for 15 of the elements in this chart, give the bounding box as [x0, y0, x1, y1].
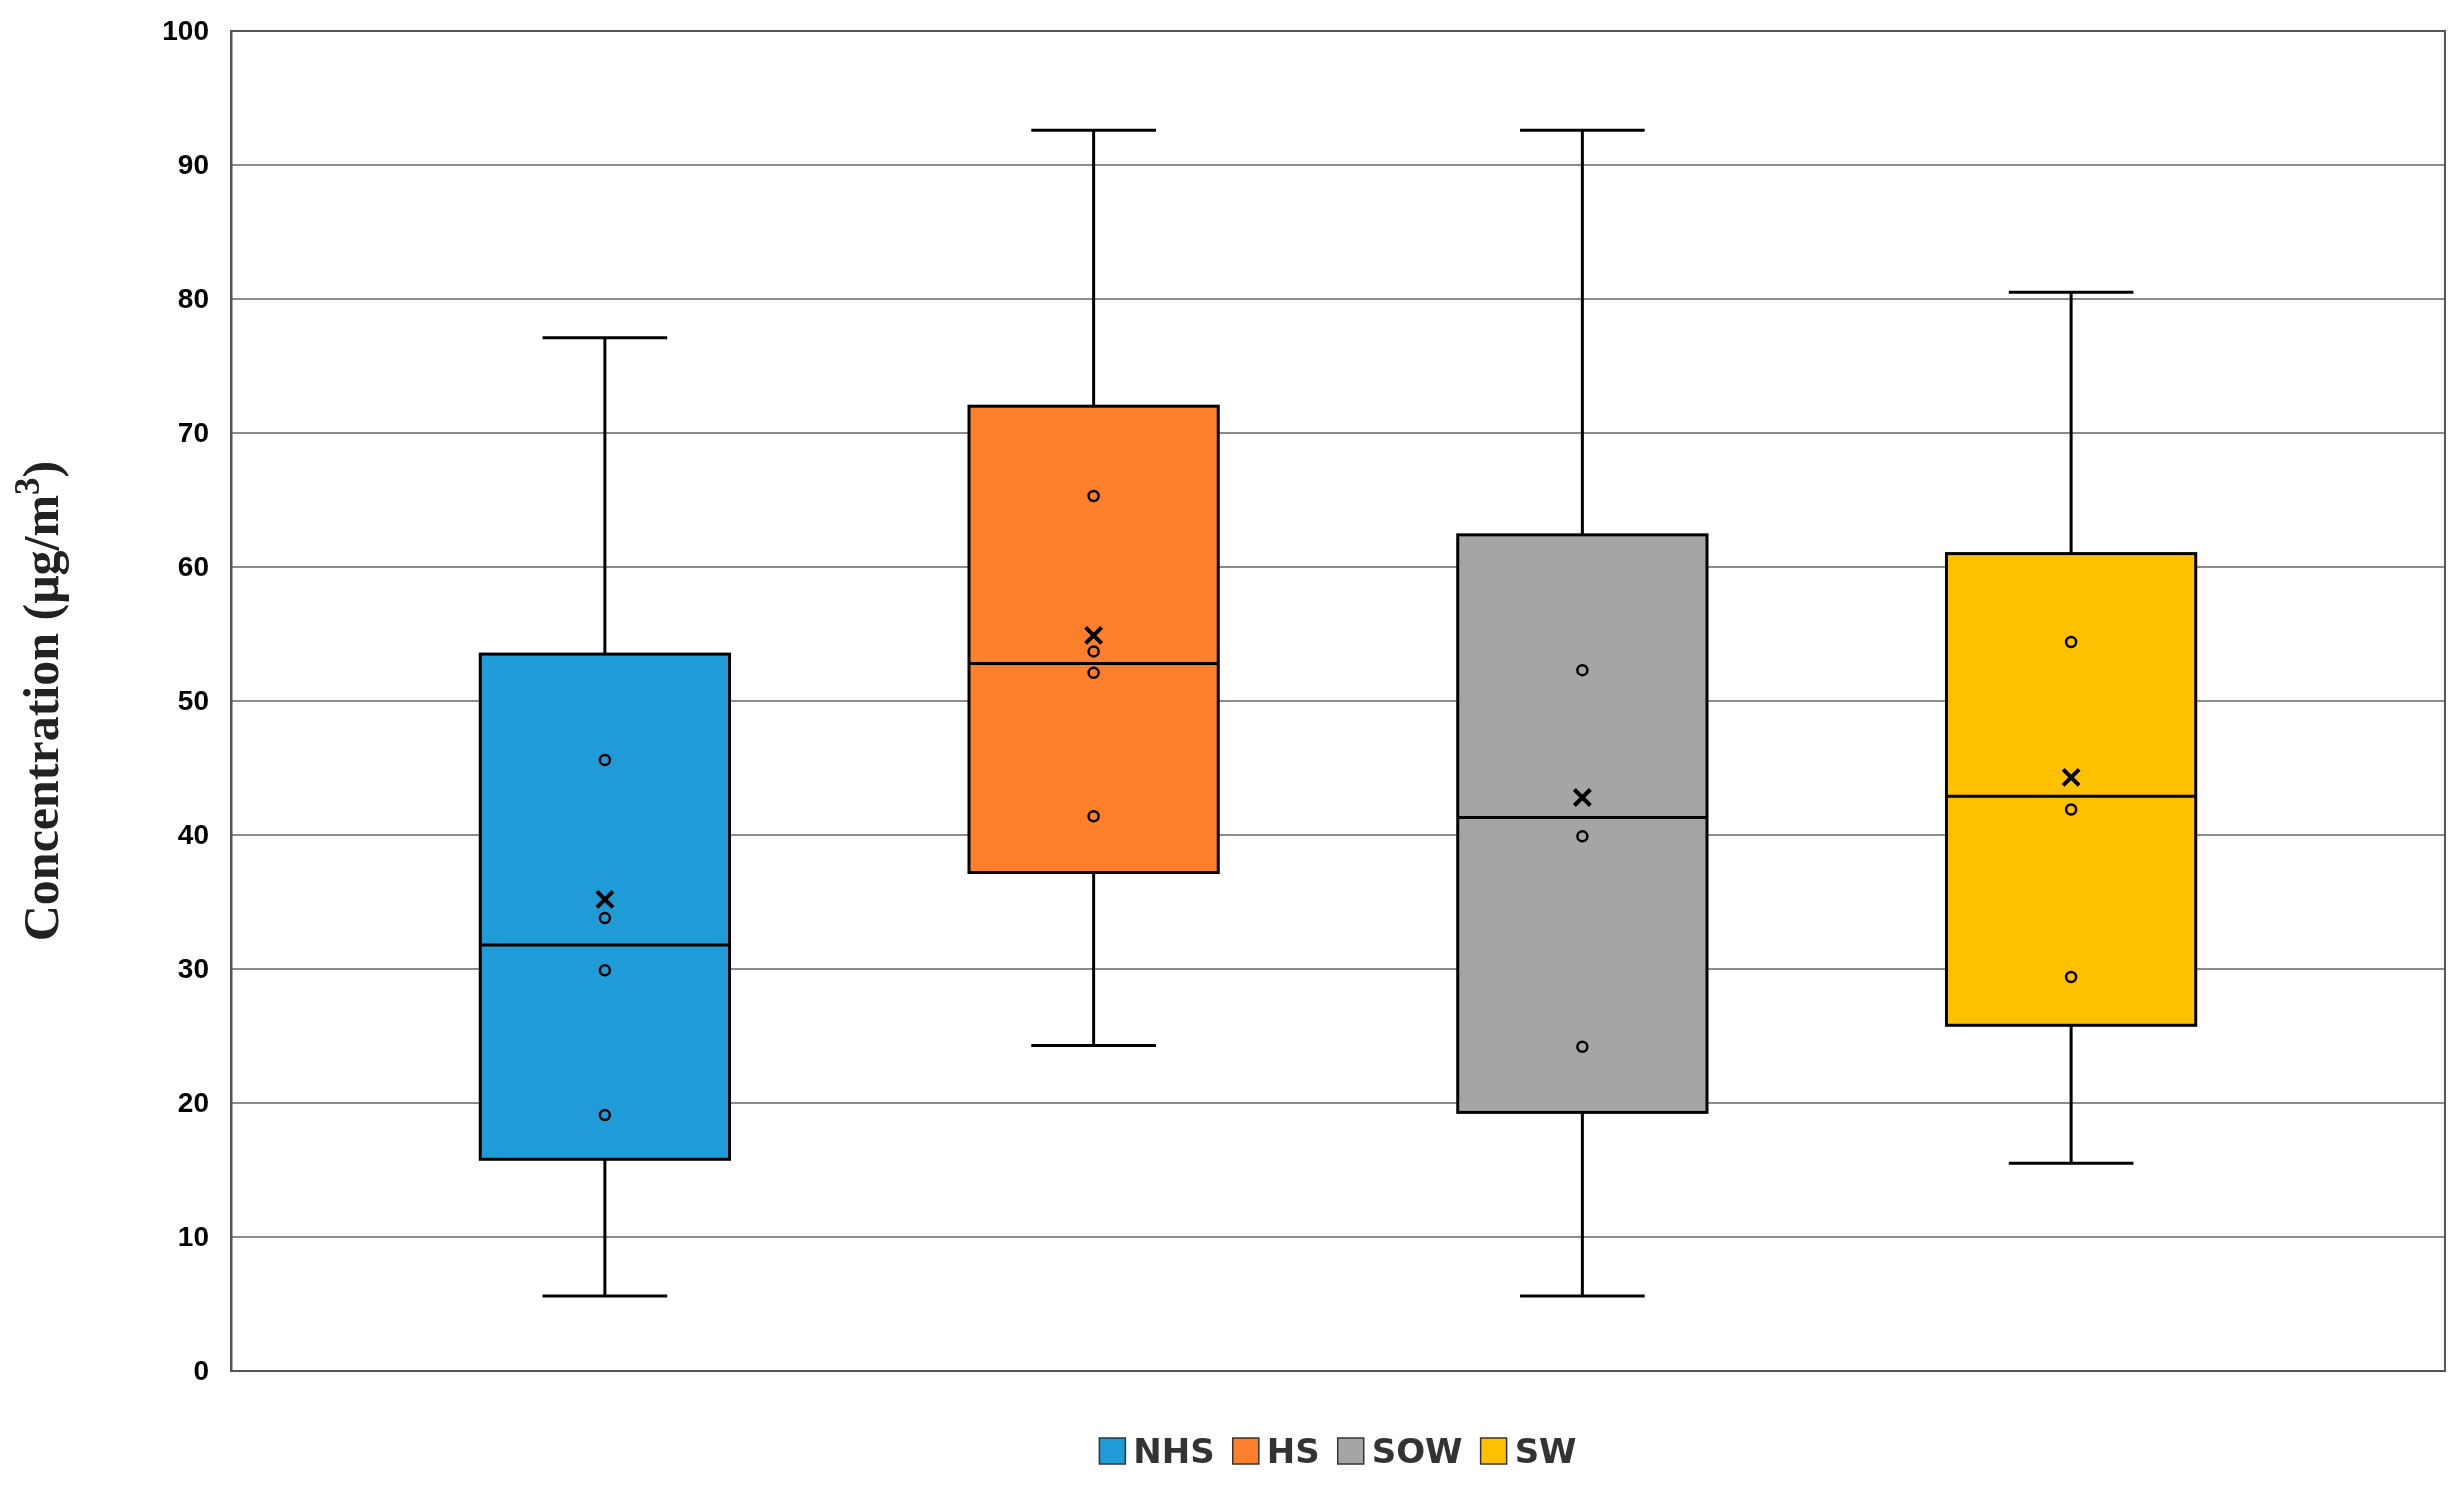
y-tick-label: 70: [177, 417, 209, 449]
y-tick-label: 50: [177, 685, 209, 717]
y-tick-label: 20: [177, 1087, 209, 1119]
legend-label: SOW: [1371, 1431, 1463, 1471]
y-tick-label: 40: [177, 819, 209, 851]
y-tick-label: 100: [162, 15, 209, 47]
y-tick-label: 90: [177, 149, 209, 181]
legend-label: SW: [1514, 1431, 1577, 1471]
y-tick-label: 60: [177, 551, 209, 583]
legend-label: NHS: [1133, 1431, 1215, 1471]
y-tick-label: 80: [177, 283, 209, 315]
y-tick-label: 10: [177, 1221, 209, 1253]
legend-label: HS: [1266, 1431, 1320, 1471]
y-tick-label: 30: [177, 953, 209, 985]
y-tick-label: 0: [193, 1355, 209, 1387]
